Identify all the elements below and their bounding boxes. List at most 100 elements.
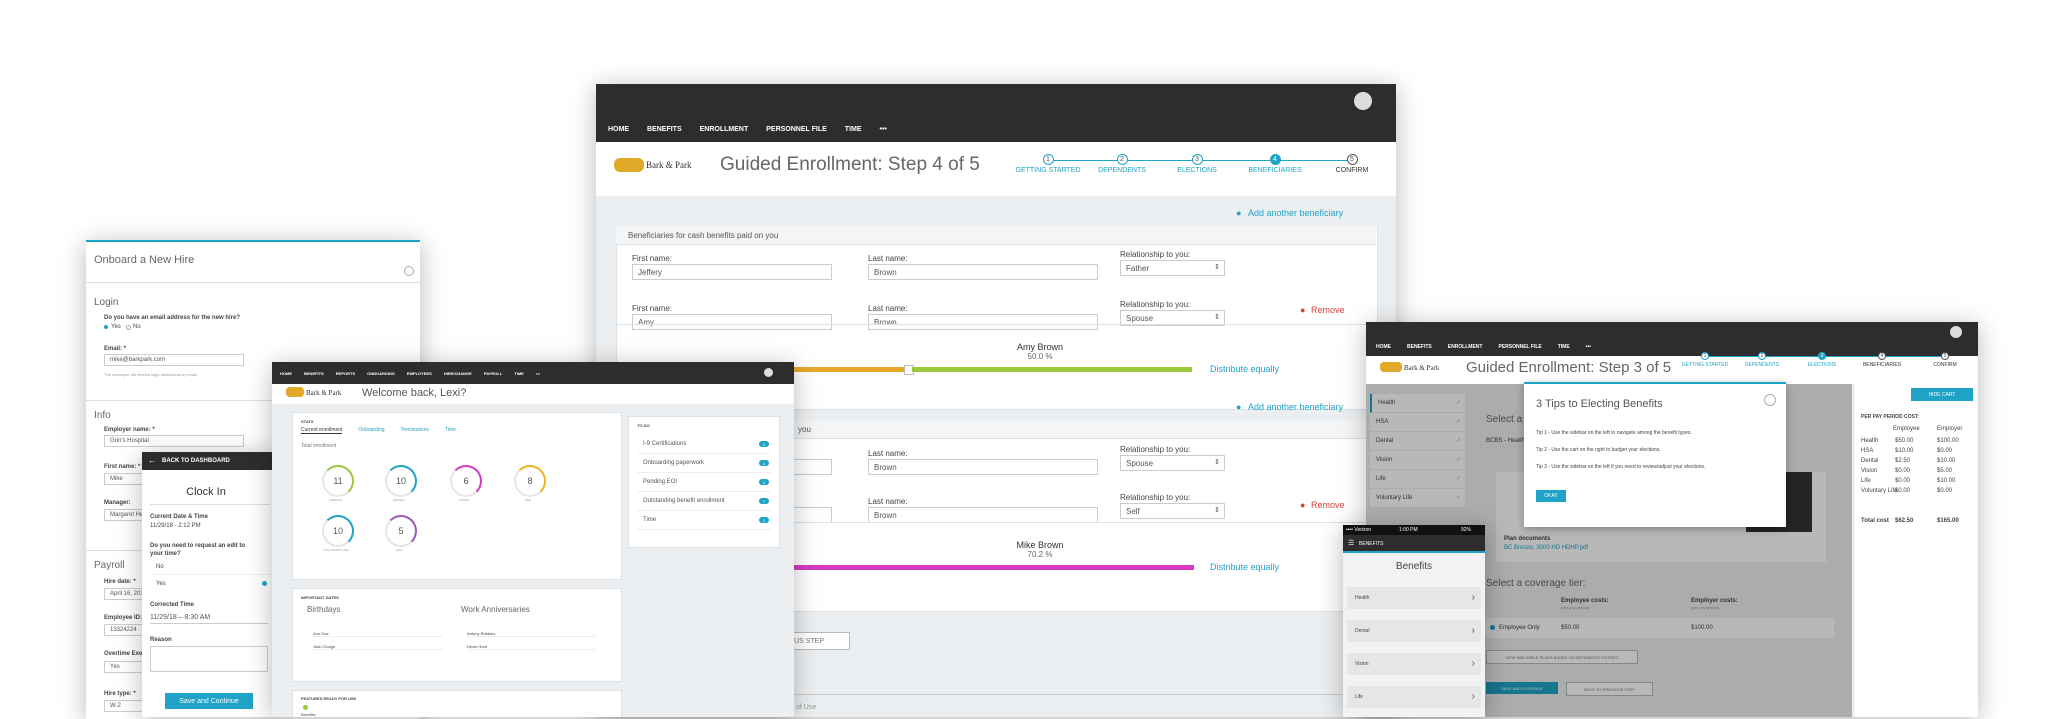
step-label: ELECTIONS [1807, 362, 1837, 368]
tab[interactable]: Onboarding [358, 427, 385, 433]
todo-item[interactable]: Outstanding benefit enrollment [643, 498, 725, 504]
nav-item[interactable]: HOME [280, 371, 292, 376]
sidebar-item[interactable]: Health ✓ [1370, 394, 1465, 413]
abs: Health ✓ HSA ✓ Dental ✓ Vision ✓ Life ✓ Voluntary … [1370, 394, 1465, 508]
back[interactable]: BACK TO PREVIOUS STEP [1566, 682, 1653, 696]
reason: Reason [150, 637, 172, 643]
last-name-input[interactable]: Brown [868, 314, 1098, 330]
divider [637, 510, 771, 511]
nav-item[interactable]: TIME [514, 371, 524, 376]
nav-item[interactable]: HOME [608, 126, 629, 133]
add-beneficiary[interactable]: Add another beneficiary [1248, 402, 1344, 412]
abs [596, 694, 1396, 695]
title: Guided Enrollment: Step 4 of 5 [720, 154, 980, 175]
nav-item[interactable]: EMPLOYEES [406, 371, 432, 376]
remove[interactable]: Remove [1311, 500, 1345, 510]
todo-item[interactable]: I-9 Certifications [643, 441, 687, 447]
remove[interactable]: Remove [1311, 305, 1345, 315]
enrollment-circle: 10 [322, 515, 354, 547]
view-ineligible[interactable]: VIEW INELIGIBLE PLANS BASED ON DEPENDENT… [1486, 650, 1638, 664]
cart-employer: $10.00 [1937, 478, 1956, 484]
birthday: Ann Doe [313, 631, 443, 637]
nav-item[interactable]: BENEFITS [304, 371, 324, 376]
benefit-item[interactable]: Dental › [1347, 620, 1481, 642]
first-name-input[interactable]: Amy [632, 314, 832, 330]
nav-item[interactable]: HIRE/CHANGE [443, 371, 472, 376]
dashboard-window: HOME BENEFITS REPORTS ONBOARDING EMPLOYEES HI… [272, 362, 794, 717]
relationship-select[interactable]: Spouse ⇕ [1120, 455, 1225, 471]
sidebar-item[interactable]: Vision ✓ [1370, 451, 1465, 470]
benefit-item[interactable]: Life › [1347, 686, 1481, 708]
nav-item[interactable]: PAYROLL [483, 371, 503, 376]
last-name-input[interactable]: Brown [868, 507, 1098, 523]
nav-item[interactable]: TIME [1557, 344, 1570, 350]
nav-item[interactable]: HOME [1376, 344, 1391, 350]
last-name-input[interactable]: Brown [868, 264, 1098, 280]
todo-item[interactable]: Time [643, 517, 657, 523]
nav-item[interactable]: ••• [1585, 344, 1591, 350]
cart-employer: Employer [1937, 426, 1963, 432]
nav-item[interactable]: ONBOARDING [367, 371, 395, 376]
last-name-input[interactable]: Brown [868, 459, 1098, 475]
abs: Current enrollment Onboarding Terminations… [301, 427, 456, 434]
nav-item[interactable]: PERSONNEL FILE [766, 126, 827, 133]
nav-item[interactable]: BENEFITS [1407, 344, 1432, 350]
circ [104, 325, 108, 329]
title: Clock In [186, 486, 226, 498]
step-label: GETTING STARTED [1015, 167, 1081, 174]
sidebar-item[interactable]: HSA ✓ [1370, 413, 1465, 432]
nav-item[interactable]: BENEFITS [647, 126, 682, 133]
cart-label: Dental [1861, 458, 1879, 464]
birthdays: Birthdays [307, 605, 341, 614]
plan-file[interactable]: BC Bronze, 3000 HD HDHP.pdf [1504, 545, 1588, 551]
relationship-select[interactable]: Spouse ⇕ [1120, 310, 1225, 326]
total-employee: $62.50 [1895, 518, 1914, 524]
employer-label: Employer name: * [104, 427, 155, 433]
login: Login [94, 297, 119, 308]
field-label: Last name: [868, 254, 908, 263]
benefit-item[interactable]: Vision › [1347, 653, 1481, 675]
employer: Grin's Hospital [104, 435, 244, 447]
add-beneficiary[interactable]: Add another beneficiary [1248, 208, 1344, 218]
distribute[interactable]: Distribute equally [1210, 562, 1280, 572]
card: TO DO I-9 Certifications 2 Onboarding pape… [628, 416, 780, 548]
tab[interactable]: Current enrollment [301, 427, 343, 434]
divider [637, 491, 771, 492]
tab[interactable]: Terminations [400, 427, 429, 433]
relationship-select[interactable]: Father ⇕ [1120, 260, 1225, 276]
sidebar-item[interactable]: Voluntary Life ✓ [1370, 489, 1465, 508]
step-label: ELECTIONS [1177, 167, 1217, 174]
step-label: GETTING STARTED [1681, 362, 1729, 368]
benefit-item[interactable]: Health › [1347, 587, 1481, 609]
okay[interactable]: OKAY [1536, 490, 1566, 502]
distribute[interactable]: Distribute equally [1210, 364, 1280, 374]
nav-item[interactable]: PERSONNEL FILE [1498, 344, 1542, 350]
nav-item[interactable]: ENROLLMENT [1447, 344, 1483, 350]
todo-item[interactable]: Onboarding paperwork [643, 460, 705, 466]
sidebar-item[interactable]: Dental ✓ [1370, 432, 1465, 451]
save[interactable]: Save and Continue [165, 693, 253, 709]
anniversaries: Work Anniversaries [461, 605, 530, 614]
name: Mike Brown [1016, 540, 1064, 550]
tab[interactable]: Time [444, 427, 456, 433]
todo-item[interactable]: Pending EOI [643, 479, 678, 485]
nav-item[interactable]: TIME [844, 126, 862, 133]
nav-item[interactable]: ENROLLMENT [699, 126, 749, 133]
nav-item[interactable]: ••• [535, 371, 541, 376]
hide-cart[interactable]: HIDE CART [1911, 388, 1973, 401]
select-arrow: ⇕ [1214, 314, 1220, 321]
nav-item[interactable]: REPORTS [335, 371, 356, 376]
step-label: BENEFICIARIES [1862, 362, 1902, 368]
sidebar-item[interactable]: Life ✓ [1370, 470, 1465, 489]
abs [1343, 535, 1485, 553]
abs [616, 226, 1376, 245]
nav-item[interactable]: ••• [879, 126, 887, 133]
relationship-select[interactable]: Self ⇕ [1120, 503, 1225, 519]
save[interactable]: SAVE AND CONTINUE [1486, 682, 1558, 694]
check: ✓ [1455, 457, 1461, 463]
birthday: Josh Clough [313, 644, 443, 650]
enrollment-circle: 5 [385, 515, 417, 547]
abs [1484, 618, 1834, 638]
first-name-input[interactable]: Jeffery [632, 264, 832, 280]
logo: Bark & Park [646, 160, 692, 170]
